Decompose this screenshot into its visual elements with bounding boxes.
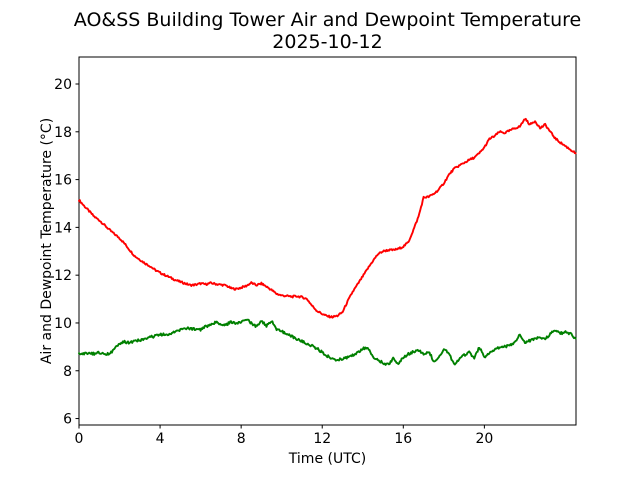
chart-subtitle: 2025-10-12 bbox=[272, 31, 382, 53]
series-line-air-temperature bbox=[78, 117, 577, 319]
x-tick-label: 4 bbox=[156, 431, 165, 447]
y-tick-label: 12 bbox=[54, 268, 72, 284]
x-tick-label: 8 bbox=[237, 431, 246, 447]
x-tick-label: 0 bbox=[75, 431, 84, 447]
y-tick-label: 20 bbox=[54, 77, 72, 93]
y-tick-label: 6 bbox=[63, 412, 72, 428]
x-axis-label: Time (UTC) bbox=[288, 451, 366, 467]
y-tick-label: 18 bbox=[54, 125, 72, 141]
axes-frame bbox=[78, 56, 577, 426]
y-tick-label: 8 bbox=[63, 364, 72, 380]
x-tick-label: 16 bbox=[394, 431, 412, 447]
x-tick-label: 20 bbox=[475, 431, 493, 447]
plot-area: 0 4 8 12 16 20 6 8 10 12 14 16 18 20 bbox=[54, 56, 577, 447]
chart-title: AO&SS Building Tower Air and Dewpoint Te… bbox=[74, 9, 581, 31]
series-line-dewpoint-temperature bbox=[78, 318, 577, 366]
y-tick-label: 10 bbox=[54, 316, 72, 332]
y-axis-label: Air and Dewpoint Temperature (°C) bbox=[39, 118, 55, 364]
y-tick-label: 14 bbox=[54, 220, 72, 236]
x-tick-label: 12 bbox=[313, 431, 331, 447]
y-tick-label: 16 bbox=[54, 173, 72, 189]
